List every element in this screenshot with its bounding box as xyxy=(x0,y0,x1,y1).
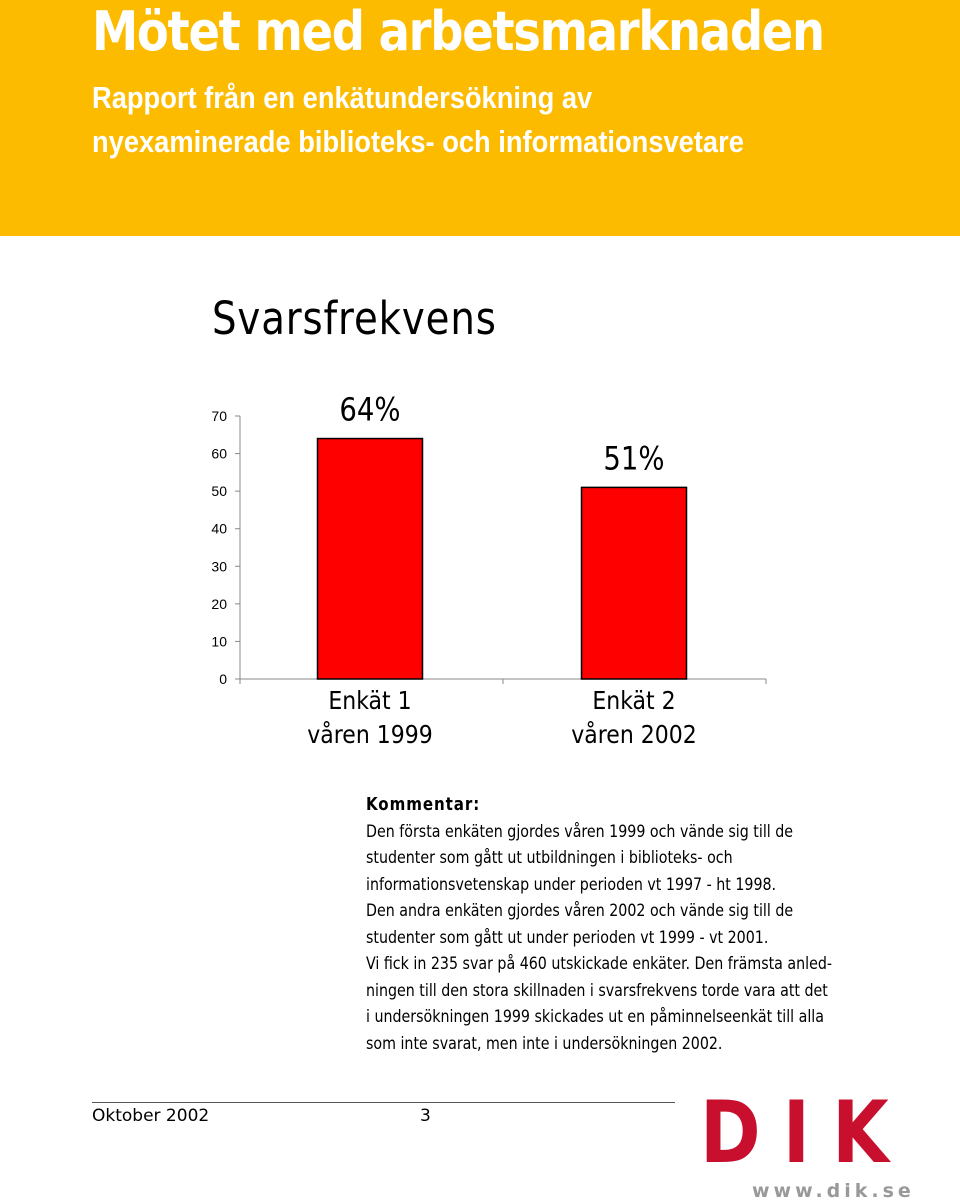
subtitle-line-1: Rapport från en enkätundersökning av xyxy=(92,80,593,115)
comment-line: Vi fick in 235 svar på 460 utskickade en… xyxy=(366,954,833,974)
comment-heading: Kommentar: xyxy=(366,794,481,815)
y-tick-label: 0 xyxy=(219,671,227,687)
comment-line: studenter som gått ut under perioden vt … xyxy=(366,927,769,948)
comment-line: i undersökningen 1999 skickades ut en på… xyxy=(366,1007,824,1027)
comment-block: Kommentar: Den första enkäten gjordes vå… xyxy=(366,792,886,1057)
comment-line: studenter som gått ut utbildningen i bib… xyxy=(366,848,733,868)
dik-logo: DIK xyxy=(700,1083,911,1183)
logo-url: www.dik.se xyxy=(752,1180,915,1202)
subtitle-line-2: nyexaminerade biblioteks- och informatio… xyxy=(92,124,744,159)
y-tick-label: 50 xyxy=(211,483,227,499)
comment-line: som inte svarat, men inte i undersökning… xyxy=(366,1033,723,1054)
category-label-line: Enkät 1 xyxy=(328,686,412,715)
category-label-line: våren 1999 xyxy=(307,720,433,749)
y-tick-label: 60 xyxy=(211,446,227,462)
category-label-line: Enkät 2 xyxy=(592,686,676,715)
header-banner: Mötet med arbetsmarknaden Rapport från e… xyxy=(0,0,960,236)
y-tick-label: 20 xyxy=(211,596,227,612)
comment-line: informationsvetenskap under perioden vt … xyxy=(366,874,777,895)
bar xyxy=(580,486,688,680)
page-title: Mötet med arbetsmarknaden xyxy=(92,0,825,63)
data-label: 51% xyxy=(603,440,664,478)
data-label: 64% xyxy=(339,392,400,430)
category-label: Enkät 1 våren 1999 xyxy=(240,684,500,752)
y-tick-label: 30 xyxy=(211,558,227,574)
footer-date: Oktober 2002 xyxy=(92,1106,210,1126)
response-rate-chart: 0 10 20 30 40 50 60 70 64% 51% xyxy=(211,392,767,687)
section-title: Svarsfrekvens xyxy=(212,292,497,345)
comment-line: ningen till den stora skillnaden i svars… xyxy=(366,980,828,1001)
page-number: 3 xyxy=(420,1106,431,1126)
category-label-line: våren 2002 xyxy=(571,720,697,749)
comment-line: Den första enkäten gjordes våren 1999 oc… xyxy=(366,821,794,842)
y-tick-label: 40 xyxy=(211,521,227,537)
y-tick-label: 70 xyxy=(211,408,227,424)
comment-line: Den andra enkäten gjordes våren 2002 och… xyxy=(366,901,794,921)
category-label: Enkät 2 våren 2002 xyxy=(504,684,764,752)
footer-divider xyxy=(92,1102,675,1103)
comment-text: Den första enkäten gjordes våren 1999 oc… xyxy=(366,819,886,1058)
y-tick-label: 10 xyxy=(211,633,227,649)
bar xyxy=(316,437,424,680)
